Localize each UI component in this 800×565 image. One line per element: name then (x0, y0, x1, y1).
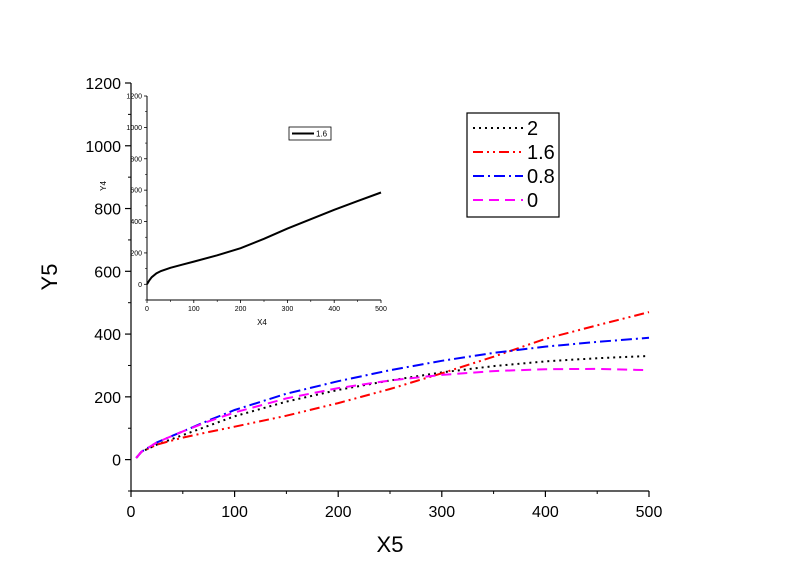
series-line-1 (135, 311, 650, 459)
x-tick-label: 0 (127, 504, 136, 521)
inset-y-tick-label: 0 (138, 282, 142, 289)
y-tick-label: 1000 (85, 139, 121, 156)
y-tick-label: 400 (94, 327, 121, 344)
x-tick-label: 200 (325, 504, 352, 521)
inset-y-axis-title: Y4 (99, 181, 108, 191)
x-tick-label: 400 (532, 504, 559, 521)
inset-x-tick-label: 300 (282, 306, 294, 313)
main-legend: 21.60.80 (466, 112, 560, 218)
inset-x-tick-label: 500 (375, 306, 387, 313)
series-line-2 (135, 336, 650, 459)
series-line-3 (135, 367, 650, 459)
y-tick-label: 0 (112, 453, 121, 470)
main-plot: 0 100 200 300 400 500020040060080010001200X5Y… (37, 76, 662, 557)
inset-x-tick-label: 200 (235, 306, 247, 313)
legend-label-2: 0.8 (527, 166, 555, 188)
inset-x-axis-title: X4 (257, 318, 267, 327)
inset-plot: 0 100 200 300 400 500 0 200 400 600 800 1000 1200 X4 Y… (99, 94, 387, 328)
x-tick-label: 300 (428, 504, 455, 521)
inset-y-tick-label: 200 (130, 250, 142, 257)
y-tick-label: 1200 (85, 76, 121, 93)
inset-x-tick-label: 400 (328, 306, 340, 313)
y-tick-label: 800 (94, 202, 121, 219)
legend-label-1: 1.6 (527, 142, 555, 164)
inset-y-tick-label: 1200 (126, 94, 142, 101)
y-axis-title: Y5 (37, 264, 62, 291)
inset-y-tick-label: 600 (130, 188, 142, 195)
inset-y-tick-label: 400 (130, 219, 142, 226)
y-tick-label: 200 (94, 390, 121, 407)
x-tick-label: 100 (221, 504, 248, 521)
y-tick-label: 600 (94, 264, 121, 281)
inset-y-tick-label: 1000 (126, 125, 142, 132)
x-axis-title: X5 (377, 532, 404, 557)
legend-label-0: 2 (527, 118, 538, 140)
legend-label-3: 0 (527, 190, 538, 212)
inset-x-tick-label: 100 (188, 306, 200, 313)
inset-x-tick-label: 0 (145, 306, 149, 313)
inset-background (147, 96, 381, 300)
inset-series-line-0 (146, 191, 382, 285)
inset-y-tick-label: 800 (130, 156, 142, 163)
inset-legend-label-0: 1.6 (316, 130, 328, 139)
x-tick-label: 500 (636, 504, 663, 521)
series-line-0 (135, 355, 650, 459)
